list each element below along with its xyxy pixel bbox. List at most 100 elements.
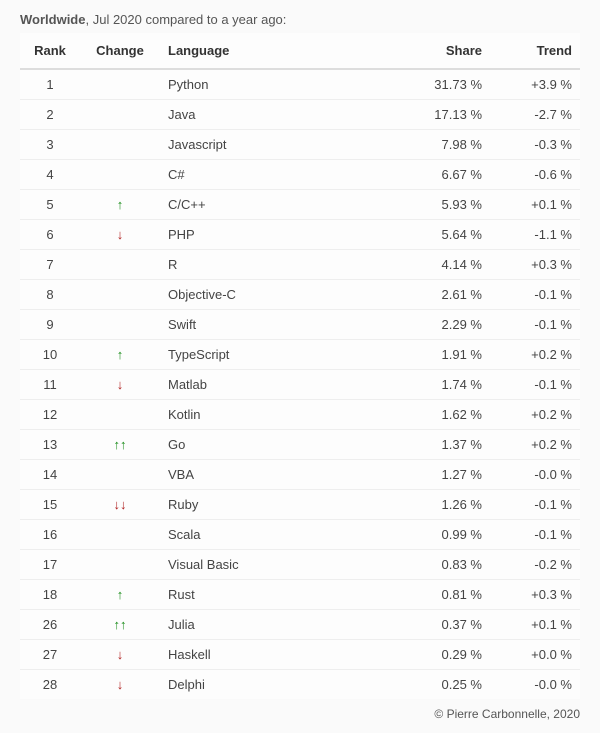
arrow-up-icon: ↑↑ bbox=[114, 617, 127, 632]
cell-trend: -0.1 % bbox=[490, 520, 580, 550]
cell-rank: 2 bbox=[20, 100, 80, 130]
cell-rank: 16 bbox=[20, 520, 80, 550]
cell-change: ↑ bbox=[80, 190, 160, 220]
arrow-down-icon: ↓ bbox=[117, 227, 124, 242]
cell-language: VBA bbox=[160, 460, 400, 490]
cell-change bbox=[80, 280, 160, 310]
cell-change bbox=[80, 130, 160, 160]
table-row: 1Python31.73 %+3.9 % bbox=[20, 69, 580, 100]
arrow-down-icon: ↓ bbox=[117, 647, 124, 662]
cell-share: 1.62 % bbox=[400, 400, 490, 430]
cell-rank: 27 bbox=[20, 640, 80, 670]
cell-language: Scala bbox=[160, 520, 400, 550]
table-body: 1Python31.73 %+3.9 %2Java17.13 %-2.7 %3J… bbox=[20, 69, 580, 699]
table-row: 13↑↑Go1.37 %+0.2 % bbox=[20, 430, 580, 460]
cell-rank: 10 bbox=[20, 340, 80, 370]
cell-change: ↓ bbox=[80, 370, 160, 400]
table-row: 18↑Rust0.81 %+0.3 % bbox=[20, 580, 580, 610]
cell-rank: 14 bbox=[20, 460, 80, 490]
table-row: 16Scala0.99 %-0.1 % bbox=[20, 520, 580, 550]
cell-change: ↓ bbox=[80, 670, 160, 700]
cell-language: Java bbox=[160, 100, 400, 130]
cell-share: 1.74 % bbox=[400, 370, 490, 400]
table-row: 8Objective-C2.61 %-0.1 % bbox=[20, 280, 580, 310]
cell-trend: +0.2 % bbox=[490, 400, 580, 430]
cell-share: 31.73 % bbox=[400, 69, 490, 100]
cell-change: ↑ bbox=[80, 580, 160, 610]
table-row: 15↓↓Ruby1.26 %-0.1 % bbox=[20, 490, 580, 520]
cell-language: R bbox=[160, 250, 400, 280]
cell-trend: -0.0 % bbox=[490, 460, 580, 490]
cell-language: Ruby bbox=[160, 490, 400, 520]
cell-share: 0.25 % bbox=[400, 670, 490, 700]
cell-share: 2.29 % bbox=[400, 310, 490, 340]
cell-rank: 9 bbox=[20, 310, 80, 340]
cell-trend: -0.1 % bbox=[490, 310, 580, 340]
table-row: 12Kotlin1.62 %+0.2 % bbox=[20, 400, 580, 430]
cell-trend: +0.3 % bbox=[490, 250, 580, 280]
cell-share: 1.91 % bbox=[400, 340, 490, 370]
table-row: 5↑C/C++5.93 %+0.1 % bbox=[20, 190, 580, 220]
cell-share: 4.14 % bbox=[400, 250, 490, 280]
cell-change: ↑↑ bbox=[80, 610, 160, 640]
table-row: 26↑↑Julia0.37 %+0.1 % bbox=[20, 610, 580, 640]
cell-share: 0.81 % bbox=[400, 580, 490, 610]
table-row: 17Visual Basic0.83 %-0.2 % bbox=[20, 550, 580, 580]
cell-share: 1.26 % bbox=[400, 490, 490, 520]
cell-language: Go bbox=[160, 430, 400, 460]
cell-language: PHP bbox=[160, 220, 400, 250]
arrow-down-icon: ↓ bbox=[117, 377, 124, 392]
cell-change bbox=[80, 520, 160, 550]
cell-share: 0.83 % bbox=[400, 550, 490, 580]
table-row: 9 Swift2.29 %-0.1 % bbox=[20, 310, 580, 340]
cell-language: Swift bbox=[160, 310, 400, 340]
cell-rank: 11 bbox=[20, 370, 80, 400]
cell-rank: 13 bbox=[20, 430, 80, 460]
cell-trend: -0.1 % bbox=[490, 490, 580, 520]
cell-share: 5.93 % bbox=[400, 190, 490, 220]
cell-rank: 6 bbox=[20, 220, 80, 250]
copyright: © Pierre Carbonnelle, 2020 bbox=[20, 707, 580, 721]
cell-share: 0.29 % bbox=[400, 640, 490, 670]
cell-change: ↓ bbox=[80, 220, 160, 250]
arrow-down-icon: ↓ bbox=[117, 677, 124, 692]
caption-region: Worldwide bbox=[20, 12, 85, 27]
arrow-up-icon: ↑ bbox=[117, 347, 124, 362]
cell-rank: 26 bbox=[20, 610, 80, 640]
cell-language: Javascript bbox=[160, 130, 400, 160]
cell-language: C# bbox=[160, 160, 400, 190]
cell-rank: 8 bbox=[20, 280, 80, 310]
cell-change bbox=[80, 550, 160, 580]
cell-trend: -0.1 % bbox=[490, 280, 580, 310]
cell-change bbox=[80, 69, 160, 100]
cell-language: TypeScript bbox=[160, 340, 400, 370]
table-header-row: Rank Change Language Share Trend bbox=[20, 33, 580, 69]
cell-trend: -1.1 % bbox=[490, 220, 580, 250]
cell-rank: 1 bbox=[20, 69, 80, 100]
cell-trend: -0.6 % bbox=[490, 160, 580, 190]
arrow-up-icon: ↑↑ bbox=[114, 437, 127, 452]
cell-language: Rust bbox=[160, 580, 400, 610]
table-row: 2Java17.13 %-2.7 % bbox=[20, 100, 580, 130]
cell-share: 5.64 % bbox=[400, 220, 490, 250]
table-row: 10↑TypeScript1.91 %+0.2 % bbox=[20, 340, 580, 370]
cell-trend: +0.1 % bbox=[490, 610, 580, 640]
arrow-up-icon: ↑ bbox=[117, 197, 124, 212]
cell-share: 17.13 % bbox=[400, 100, 490, 130]
cell-change bbox=[80, 160, 160, 190]
cell-trend: +0.0 % bbox=[490, 640, 580, 670]
table-row: 3Javascript7.98 %-0.3 % bbox=[20, 130, 580, 160]
table-row: 27 ↓ Haskell0.29 %+0.0 % bbox=[20, 640, 580, 670]
cell-rank: 7 bbox=[20, 250, 80, 280]
cell-share: 7.98 % bbox=[400, 130, 490, 160]
table-row: 11↓Matlab1.74 %-0.1 % bbox=[20, 370, 580, 400]
cell-change: ↓ bbox=[80, 640, 160, 670]
cell-language: Objective-C bbox=[160, 280, 400, 310]
cell-rank: 4 bbox=[20, 160, 80, 190]
cell-language: Haskell bbox=[160, 640, 400, 670]
cell-rank: 12 bbox=[20, 400, 80, 430]
cell-trend: -0.3 % bbox=[490, 130, 580, 160]
cell-change bbox=[80, 250, 160, 280]
cell-change bbox=[80, 310, 160, 340]
cell-trend: -0.0 % bbox=[490, 670, 580, 700]
